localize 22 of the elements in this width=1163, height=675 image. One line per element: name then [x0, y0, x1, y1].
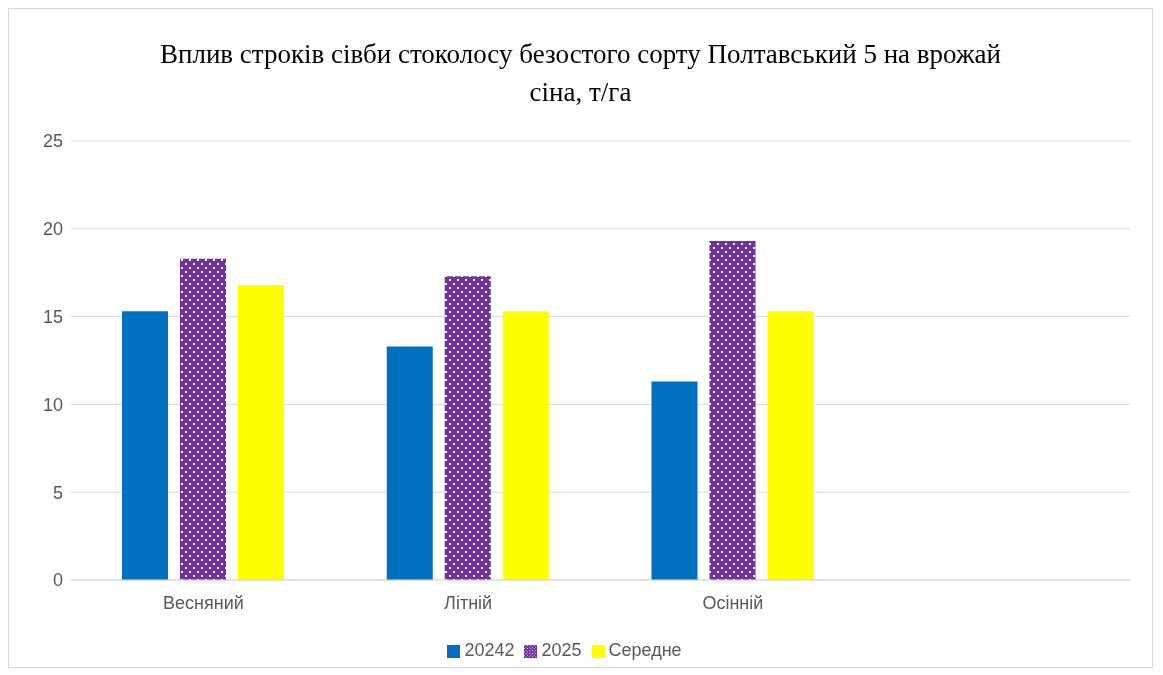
y-tick-label: 0 [52, 570, 63, 591]
legend-label: 20242 [464, 640, 515, 660]
x-tick-label: Літній [444, 592, 493, 613]
y-tick-label: 15 [42, 306, 63, 327]
y-tick-label: 25 [42, 131, 63, 152]
bar [444, 276, 491, 580]
bar [502, 311, 549, 580]
x-tick-label: Весняний [162, 592, 244, 613]
chart-title: Вплив строків сівби стоколосу безостого сорту Полтавський 5 на врожай сіна, т/га [159, 38, 1002, 109]
bar [651, 381, 698, 580]
bar [709, 241, 756, 580]
y-tick-label: 5 [52, 482, 63, 503]
x-tick-label: Осінній [702, 592, 764, 613]
bar [767, 311, 814, 580]
y-tick-label: 10 [42, 394, 63, 415]
y-tick-label: 20 [42, 219, 63, 240]
legend-label: Середне [608, 640, 682, 660]
bar [180, 258, 226, 580]
bar [238, 284, 284, 580]
bar [386, 346, 433, 580]
bar [122, 311, 168, 580]
legend-label: 2025 [541, 640, 582, 660]
